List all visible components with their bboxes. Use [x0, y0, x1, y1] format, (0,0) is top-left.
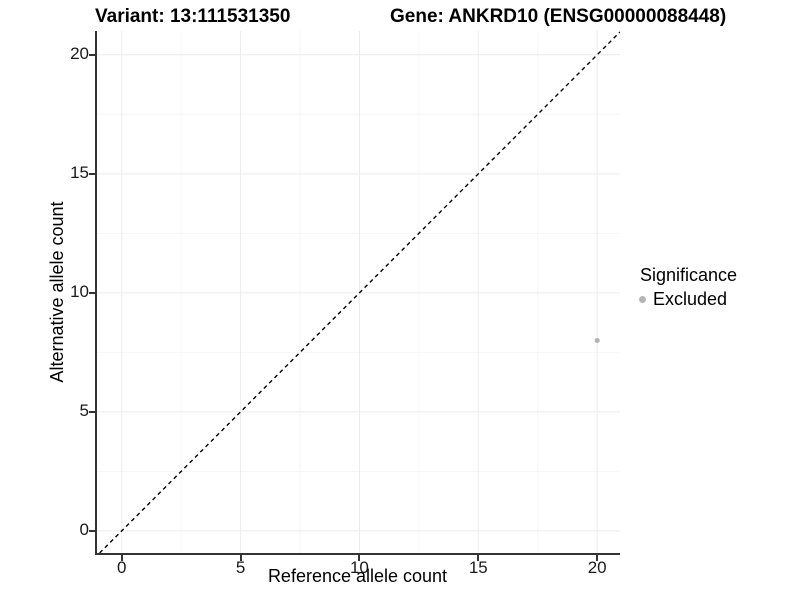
plot-title-variant: Variant: 13:111531350	[95, 6, 291, 27]
plot-canvas	[97, 31, 620, 553]
data-point	[594, 337, 600, 344]
y-tick-label: 0	[79, 519, 89, 539]
legend-item-excluded: Excluded	[639, 288, 737, 310]
plot-panel	[95, 31, 620, 555]
y-tick-label: 20	[70, 43, 89, 63]
legend-title: Significance	[640, 265, 738, 285]
legend: Significance Excluded	[639, 264, 737, 310]
identity-dashed-line	[99, 31, 620, 553]
x-tick-label: 0	[116, 558, 127, 577]
y-tick-mark	[89, 529, 95, 532]
plot-title-gene: Gene: ANKRD10 (ENSG00000088448)	[390, 6, 727, 27]
y-tick-label: 15	[70, 162, 89, 182]
x-tick-label: 5	[235, 558, 246, 577]
x-axis-title: Reference allele count	[267, 566, 448, 586]
y-tick-label: 10	[70, 281, 89, 301]
x-tick-mark	[358, 555, 361, 561]
y-tick-mark	[89, 172, 95, 175]
x-tick-mark	[239, 555, 242, 561]
x-tick-mark	[120, 555, 123, 561]
x-tick-mark	[477, 555, 480, 561]
x-tick-mark	[596, 555, 599, 561]
x-tick-label: 15	[468, 558, 488, 577]
y-tick-mark	[89, 291, 95, 294]
legend-item-label: Excluded	[653, 289, 728, 309]
legend-key-dot-icon	[639, 295, 646, 303]
y-tick-mark	[89, 53, 95, 56]
x-tick-label: 10	[349, 558, 369, 577]
y-tick-mark	[89, 410, 95, 413]
x-tick-label: 20	[587, 558, 607, 577]
y-tick-label: 5	[79, 400, 89, 420]
